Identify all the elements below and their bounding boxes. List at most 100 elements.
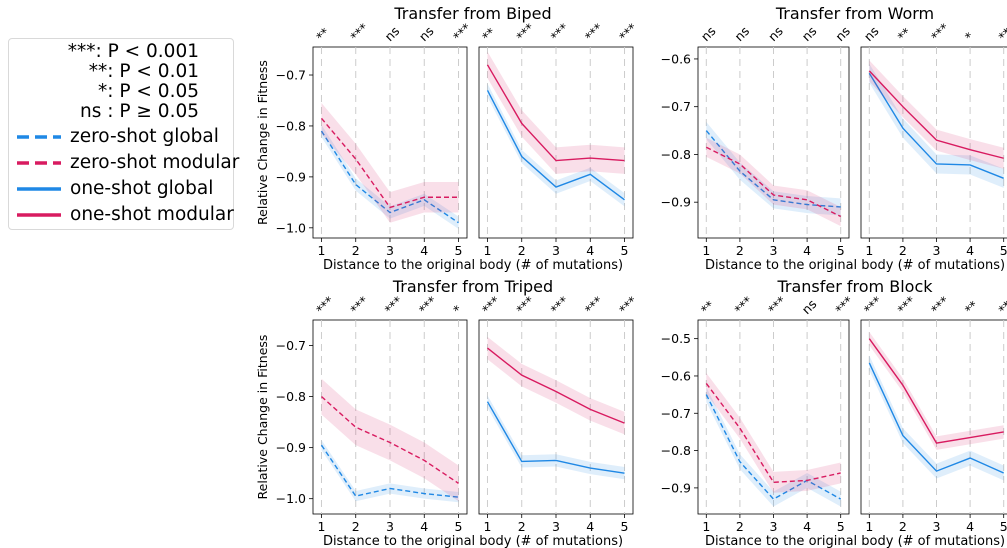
- x-tick-label: 2: [899, 243, 907, 258]
- x-tick-label: 4: [803, 519, 811, 534]
- zero_shot-subplot: 1 ns 2 ns 3 ns 4 ns 5 ns: [697, 23, 853, 258]
- significance-marker: **: [479, 25, 498, 44]
- legend-label: zero-shot modular: [70, 152, 240, 173]
- zero-shot-global-line: [705, 394, 842, 500]
- legend-label: zero-shot global: [70, 126, 219, 147]
- zero_shot-subplot: 1 *** 2 *** 3 *** 4 *** 5 *: [312, 293, 468, 534]
- x-tick-label: 1: [865, 519, 873, 534]
- significance-marker: ns: [799, 296, 820, 317]
- significance-marker: ***: [995, 293, 1007, 317]
- zero-shot-global-band: [321, 439, 459, 503]
- zero-shot-global-band: [706, 387, 841, 507]
- solid-line-swatch-icon: [17, 213, 61, 217]
- significance-key-3: *: P < 0.05: [98, 81, 199, 102]
- legend-label: one-shot global: [70, 178, 214, 199]
- significance-marker: **: [995, 25, 1007, 44]
- zero_shot-subplot: 1 ** 2 *** 3 ns 4 ns 5 ***: [312, 20, 474, 258]
- one_shot-subplot: 1 ns 2 ** 3 *** 4 * 5 **: [860, 20, 1007, 258]
- x-tick-label: 2: [899, 519, 907, 534]
- significance-marker: ns: [799, 23, 820, 44]
- significance-marker: ***: [928, 293, 952, 317]
- dashed-line-swatch-icon: [17, 135, 61, 139]
- zero-shot-global-band: [321, 124, 459, 229]
- significance-marker: **: [313, 25, 332, 44]
- legend-entry-zero-shot-modular: zero-shot modular: [15, 151, 239, 175]
- significance-marker: ns: [765, 23, 786, 44]
- significance-marker: *: [962, 29, 977, 44]
- significance-marker: ***: [382, 293, 406, 317]
- zero-shot-modular-band: [321, 103, 459, 223]
- x-tick-label: 2: [352, 519, 360, 534]
- significance-marker: **: [894, 25, 913, 44]
- x-axis-label: Distance to the original body (# of muta…: [705, 534, 1005, 548]
- significance-marker: ***: [347, 293, 371, 317]
- legend-entry-zero-shot-global: zero-shot global: [15, 125, 230, 149]
- x-tick-label: 3: [386, 243, 394, 258]
- y-tick-label: −0.8: [276, 389, 306, 404]
- x-tick-label: 5: [1000, 519, 1007, 534]
- y-tick-label: −0.7: [661, 99, 691, 114]
- significance-marker: ***: [479, 293, 503, 317]
- x-tick-label: 3: [933, 519, 941, 534]
- x-tick-label: 1: [702, 243, 710, 258]
- significance-marker: ***: [616, 293, 640, 317]
- significance-marker: ns: [731, 23, 752, 44]
- y-axis-label: Relative Change in Fitness: [255, 335, 270, 500]
- zero-shot-global-band: [706, 121, 841, 216]
- y-tick-label: −0.9: [276, 169, 306, 184]
- x-tick-label: 5: [837, 243, 845, 258]
- x-tick-label: 4: [420, 519, 428, 534]
- significance-marker: ***: [731, 293, 755, 317]
- x-tick-label: 5: [455, 519, 463, 534]
- significance-marker: ***: [313, 293, 337, 317]
- y-tick-label: −0.7: [276, 68, 306, 83]
- x-tick-label: 1: [702, 519, 710, 534]
- x-tick-label: 5: [1000, 243, 1007, 258]
- y-tick-label: −0.7: [661, 406, 691, 421]
- x-tick-label: 2: [736, 519, 744, 534]
- x-tick-label: 2: [518, 243, 526, 258]
- y-tick-label: −0.6: [661, 368, 691, 383]
- x-tick-label: 1: [317, 519, 325, 534]
- zero-shot-modular-band: [706, 137, 841, 227]
- x-tick-label: 4: [966, 243, 974, 258]
- y-tick-label: −0.8: [661, 147, 691, 162]
- significance-marker: ***: [450, 20, 474, 44]
- x-axis-label: Distance to the original body (# of muta…: [323, 258, 623, 273]
- y-tick-label: −0.9: [661, 480, 691, 495]
- x-tick-label: 1: [483, 519, 491, 534]
- x-tick-label: 5: [621, 519, 629, 534]
- one_shot-subplot: 1 *** 2 *** 3 *** 4 *** 5 ***: [478, 293, 640, 534]
- x-tick-label: 5: [837, 519, 845, 534]
- significance-marker: ns: [832, 23, 853, 44]
- y-tick-label: −0.7: [276, 338, 306, 353]
- x-tick-label: 4: [803, 243, 811, 258]
- significance-marker: ns: [416, 23, 437, 44]
- x-tick-label: 2: [518, 519, 526, 534]
- significance-marker: ***: [765, 293, 789, 317]
- x-tick-label: 4: [586, 243, 594, 258]
- x-tick-label: 3: [552, 243, 560, 258]
- one-shot-modular-band: [869, 331, 1004, 450]
- significance-marker: ns: [698, 23, 719, 44]
- significance-marker: ***: [548, 293, 572, 317]
- y-tick-label: −0.5: [661, 331, 691, 346]
- significance-marker: ***: [513, 293, 537, 317]
- chart-title: Transfer from Worm: [775, 4, 934, 23]
- chart-title: Transfer from Block: [776, 277, 933, 296]
- x-tick-label: 2: [736, 243, 744, 258]
- chart-title: Transfer from Triped: [392, 277, 553, 296]
- significance-marker: ***: [416, 293, 440, 317]
- significance-marker: **: [962, 298, 981, 317]
- one-shot-global-band: [869, 63, 1004, 188]
- significance-key-2: **: P < 0.01: [88, 61, 199, 82]
- x-tick-label: 3: [770, 243, 778, 258]
- significance-marker: *: [450, 302, 465, 317]
- x-tick-label: 3: [770, 519, 778, 534]
- one_shot-subplot: 1 *** 2 *** 3 *** 4 ** 5 ***: [860, 293, 1007, 534]
- legend-entry-one-shot-global: one-shot global: [15, 177, 230, 201]
- x-tick-label: 1: [865, 243, 873, 258]
- x-tick-label: 1: [483, 243, 491, 258]
- x-tick-label: 1: [317, 243, 325, 258]
- x-tick-label: 5: [455, 243, 463, 258]
